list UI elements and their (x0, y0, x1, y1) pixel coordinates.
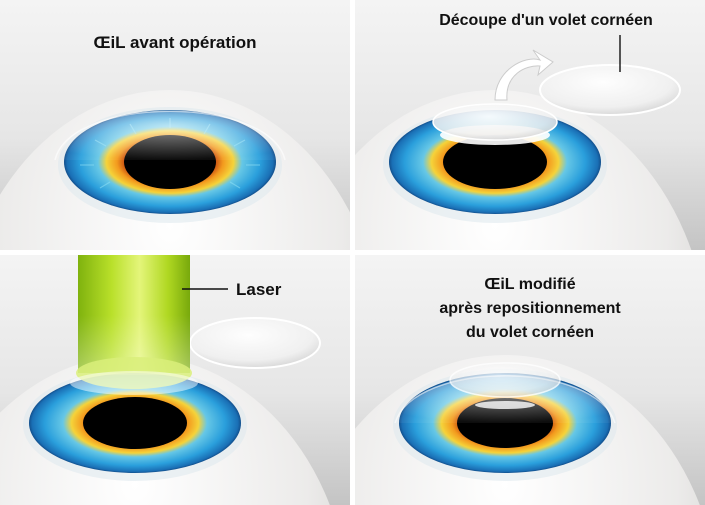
flap-cut-illustration (355, 0, 705, 250)
laser-illustration (0, 255, 350, 505)
curved-arrow-icon (494, 49, 554, 101)
folded-corneal-flap (189, 317, 321, 369)
panel-flap-cut: Découpe d'un volet cornéen (355, 0, 705, 250)
panel-laser: Laser (0, 255, 350, 505)
repositioned-flap (449, 362, 561, 398)
panel-eye-before-surgery: ŒiL avant opération (0, 0, 350, 250)
flap-cut-outline (432, 103, 558, 141)
lifted-corneal-flap (539, 64, 681, 116)
eye-before-illustration (0, 0, 350, 250)
after-title-line-1: ŒiL modifié (484, 276, 576, 293)
eye-after-illustration (355, 255, 705, 505)
panel-title-after: ŒiL modifié après repositionnement du vo… (355, 273, 705, 345)
panel-title-laser: Laser (236, 280, 282, 299)
panel-title-before: ŒiL avant opération (93, 33, 257, 52)
after-title-line-3: du volet cornéen (465, 324, 595, 341)
panel-title-flap: Découpe d'un volet cornéen (439, 12, 653, 29)
panel-eye-after: ŒiL modifié après repositionnement du vo… (355, 255, 705, 505)
after-title-line-2: après repositionnement (439, 300, 621, 317)
